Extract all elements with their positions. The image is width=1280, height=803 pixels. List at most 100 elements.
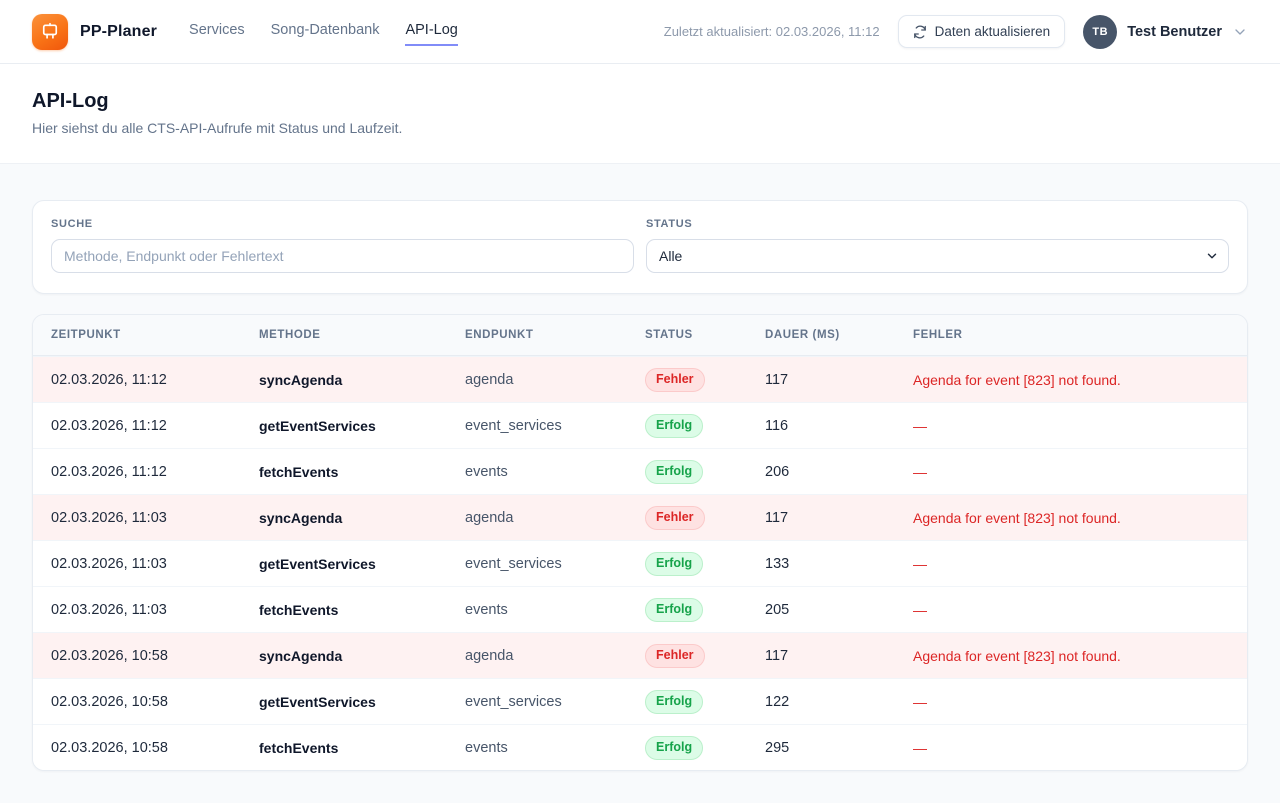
cell-dauer: 205 [765,601,790,618]
cell-fehler: Agenda for event [823] not found. [913,371,1121,388]
cell-endpunkt: agenda [465,371,514,388]
cell-endpunkt: event_services [465,417,562,434]
cell-fehler: — [913,739,927,756]
status-badge: Erfolg [645,689,704,714]
nav-item-services[interactable]: Services [189,22,245,38]
chevron-down-icon [1232,24,1248,40]
search-input[interactable] [51,239,634,273]
page-header: API-Log Hier siehst du alle CTS-API-Aufr… [0,64,1280,164]
status-badge: Fehler [645,643,705,668]
status-badge: Erfolg [645,551,704,576]
avatar: TB [1083,14,1118,49]
table-header-row: ZEITPUNKT METHODE ENDPUNKT STATUS DAUER … [33,315,1247,356]
nav-item-song-datenbank[interactable]: Song-Datenbank [270,22,380,38]
cell-methode: getEventServices [259,693,376,710]
column-header-endpunkt: ENDPUNKT [465,329,534,341]
brand-name: PP-Planer [80,22,158,40]
column-header-status: STATUS [645,329,693,341]
user-menu[interactable]: TB Test Benutzer [1083,14,1248,49]
column-header-fehler: FEHLER [913,329,963,341]
page-subtitle: Hier siehst du alle CTS-API-Aufrufe mit … [32,120,403,136]
cell-zeitpunkt: 02.03.2026, 11:12 [51,417,167,434]
column-header-dauer: DAUER (MS) [765,329,840,341]
main-content: SUCHE STATUS Alle [0,164,1280,803]
table-row: 02.03.2026, 10:58 getEventServices event… [33,678,1247,724]
cell-fehler: — [913,463,927,480]
cell-endpunkt: events [465,601,508,618]
cell-zeitpunkt: 02.03.2026, 10:58 [51,739,168,756]
search-label: SUCHE [51,218,93,230]
cell-fehler: Agenda for event [823] not found. [913,509,1121,526]
refresh-data-button[interactable]: Daten aktualisieren [897,15,1066,48]
cell-zeitpunkt: 02.03.2026, 11:12 [51,371,167,388]
user-name: Test Benutzer [1127,23,1222,40]
status-badge: Fehler [645,367,705,392]
page-title: API-Log [32,90,109,112]
cell-endpunkt: event_services [465,555,562,572]
cell-dauer: 117 [765,647,789,664]
cell-fehler: — [913,555,927,572]
main-nav: Services Song-Datenbank API-Log [189,17,458,46]
cell-fehler: — [913,693,927,710]
cell-methode: fetchEvents [259,739,339,756]
api-log-table: ZEITPUNKT METHODE ENDPUNKT STATUS DAUER … [32,314,1248,771]
status-badge: Erfolg [645,597,704,622]
cell-dauer: 116 [765,417,789,434]
cell-zeitpunkt: 02.03.2026, 10:58 [51,693,168,710]
cell-endpunkt: agenda [465,647,514,664]
table-row: 02.03.2026, 11:03 fetchEvents events Erf… [33,586,1247,632]
top-bar-right: Zuletzt aktualisiert: 02.03.2026, 11:12 … [663,14,1248,49]
cell-methode: syncAgenda [259,509,343,526]
status-badge: Fehler [645,505,705,530]
cell-zeitpunkt: 02.03.2026, 11:12 [51,463,167,480]
cell-dauer: 117 [765,509,789,526]
table-row: 02.03.2026, 11:12 syncAgenda agenda Fehl… [33,356,1247,402]
status-select[interactable]: Alle [646,239,1229,273]
cell-methode: getEventServices [259,417,376,434]
cell-methode: fetchEvents [259,463,339,480]
cell-methode: fetchEvents [259,601,339,618]
cell-zeitpunkt: 02.03.2026, 10:58 [51,647,168,664]
cell-zeitpunkt: 02.03.2026, 11:03 [51,555,167,572]
table-row: 02.03.2026, 10:58 syncAgenda agenda Fehl… [33,632,1247,678]
column-header-zeitpunkt: ZEITPUNKT [51,329,121,341]
top-bar: PP-Planer Services Song-Datenbank API-Lo… [0,0,1280,64]
refresh-button-label: Daten aktualisieren [934,24,1051,39]
table-row: 02.03.2026, 11:12 getEventServices event… [33,402,1247,448]
cell-endpunkt: events [465,463,508,480]
cell-dauer: 206 [765,463,790,480]
refresh-icon [913,25,927,39]
cell-methode: syncAgenda [259,647,343,664]
status-badge: Erfolg [645,735,704,760]
cell-zeitpunkt: 02.03.2026, 11:03 [51,509,167,526]
cell-fehler: — [913,417,927,434]
presentation-icon [40,22,60,42]
cell-endpunkt: agenda [465,509,514,526]
table-row: 02.03.2026, 11:03 getEventServices event… [33,540,1247,586]
table-row: 02.03.2026, 11:03 syncAgenda agenda Fehl… [33,494,1247,540]
table-row: 02.03.2026, 10:58 fetchEvents events Erf… [33,724,1247,770]
cell-dauer: 122 [765,693,790,710]
last-updated-text: Zuletzt aktualisiert: 02.03.2026, 11:12 [663,24,880,39]
cell-zeitpunkt: 02.03.2026, 11:03 [51,601,167,618]
app-logo [32,13,68,50]
cell-dauer: 295 [765,739,790,756]
cell-endpunkt: event_services [465,693,562,710]
status-badge: Erfolg [645,459,704,484]
cell-methode: syncAgenda [259,371,343,388]
filter-card: SUCHE STATUS Alle [32,200,1248,294]
status-label: STATUS [646,218,693,230]
table-row: 02.03.2026, 11:12 fetchEvents events Erf… [33,448,1247,494]
cell-endpunkt: events [465,739,508,756]
nav-item-api-log[interactable]: API-Log [405,17,458,46]
brand-home-link[interactable]: PP-Planer [32,13,158,50]
status-field-group: STATUS Alle [646,218,1229,273]
status-badge: Erfolg [645,413,704,438]
cell-fehler: — [913,601,927,618]
search-field-group: SUCHE [51,218,634,273]
column-header-methode: METHODE [259,329,321,341]
cell-methode: getEventServices [259,555,376,572]
cell-dauer: 117 [765,371,789,388]
cell-fehler: Agenda for event [823] not found. [913,647,1121,664]
